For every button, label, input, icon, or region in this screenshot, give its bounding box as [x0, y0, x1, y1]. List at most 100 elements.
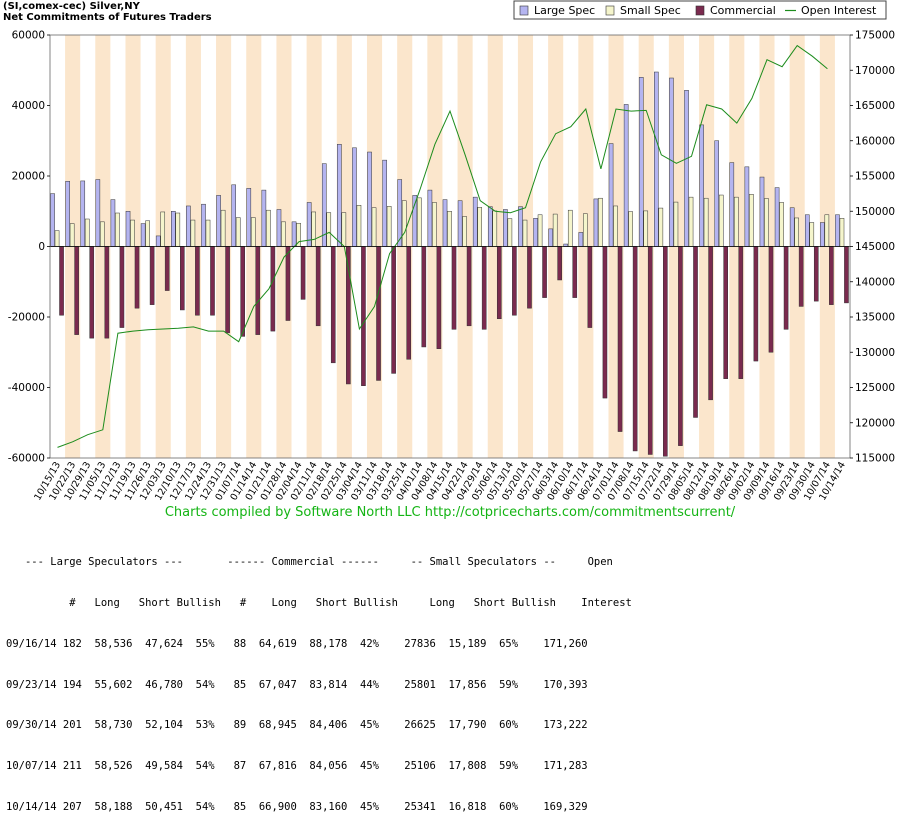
y-tick-label: -40000	[8, 382, 45, 394]
legend-label: Commercial	[710, 4, 776, 17]
y-tick-label: -60000	[8, 453, 45, 465]
commercial-bar	[437, 247, 441, 349]
large-spec-bar	[684, 90, 688, 246]
large-spec-bar	[805, 215, 809, 247]
small-spec-bar	[372, 208, 376, 247]
legend-swatch	[696, 6, 704, 15]
stats-row: 10/07/14 211 58,526 49,584 54% 87 67,816…	[6, 760, 632, 774]
commercial-bar	[210, 247, 214, 316]
small-spec-bar	[342, 213, 346, 247]
small-spec-bar	[432, 202, 436, 246]
small-spec-bar	[176, 213, 180, 246]
y2-tick-label: 170000	[855, 65, 895, 77]
small-spec-bar	[538, 215, 542, 247]
commercial-bar	[361, 247, 365, 386]
large-spec-bar	[201, 204, 205, 246]
large-spec-bar	[51, 194, 55, 247]
small-spec-bar	[387, 206, 391, 246]
commercial-bar	[678, 247, 682, 446]
small-spec-bar	[825, 215, 829, 247]
commercial-bar	[180, 247, 184, 310]
large-spec-bar	[141, 224, 145, 247]
small-spec-bar	[312, 212, 316, 247]
commercial-bar	[633, 247, 637, 451]
large-spec-bar	[775, 188, 779, 247]
small-spec-bar	[659, 208, 663, 246]
large-spec-bar	[458, 201, 462, 247]
small-spec-bar	[840, 218, 844, 246]
large-spec-bar	[534, 218, 538, 246]
stats-row: 09/16/14 182 58,536 47,624 55% 88 64,619…	[6, 638, 632, 652]
small-spec-bar	[674, 202, 678, 246]
large-spec-bar	[669, 78, 673, 246]
small-spec-bar	[115, 213, 119, 246]
large-spec-bar	[639, 77, 643, 246]
small-spec-bar	[130, 220, 134, 246]
legend-label: Large Spec	[534, 4, 595, 17]
small-spec-bar	[780, 202, 784, 246]
stats-row: 10/14/14 207 58,188 50,451 54% 85 66,900…	[6, 801, 632, 815]
commercial-bar	[226, 247, 230, 333]
large-spec-bar	[594, 199, 598, 247]
large-spec-bar	[367, 152, 371, 246]
commercial-bar	[829, 247, 833, 305]
large-spec-bar	[700, 125, 704, 247]
commercial-bar	[799, 247, 803, 307]
commercial-bar	[301, 247, 305, 300]
commercial-bar	[527, 247, 531, 309]
small-spec-bar	[764, 199, 768, 247]
y2-tick-label: 115000	[855, 453, 895, 465]
stats-table: --- Large Speculators --- ------ Commerc…	[6, 529, 632, 828]
small-spec-bar	[191, 220, 195, 246]
commercial-bar	[165, 247, 169, 291]
small-spec-bar	[749, 194, 753, 246]
large-spec-bar	[443, 200, 447, 247]
small-spec-bar	[493, 211, 497, 247]
commercial-bar	[573, 247, 577, 298]
commercial-bar	[135, 247, 139, 309]
commercial-bar	[241, 247, 245, 337]
small-spec-bar	[810, 223, 814, 247]
small-spec-bar	[266, 210, 270, 246]
large-spec-bar	[579, 232, 583, 246]
commercial-bar	[376, 247, 380, 381]
large-spec-bar	[549, 229, 553, 247]
small-spec-bar	[689, 197, 693, 246]
small-spec-bar	[236, 218, 240, 247]
commercial-bar	[693, 247, 697, 418]
small-spec-bar	[734, 197, 738, 246]
commercial-bar	[814, 247, 818, 302]
commercial-bar	[588, 247, 592, 328]
small-spec-bar	[644, 211, 648, 247]
large-spec-bar	[654, 72, 658, 246]
y2-tick-label: 130000	[855, 347, 895, 359]
small-spec-bar	[613, 206, 617, 247]
small-spec-bar	[206, 220, 210, 246]
commercial-bar	[467, 247, 471, 326]
small-spec-bar	[281, 222, 285, 247]
large-spec-bar	[247, 188, 251, 246]
large-spec-bar	[383, 160, 387, 246]
commercial-bar	[422, 247, 426, 347]
y2-tick-label: 135000	[855, 312, 895, 324]
commercial-bar	[709, 247, 713, 400]
small-spec-bar	[100, 222, 104, 247]
commercial-bar	[392, 247, 396, 374]
small-spec-bar	[146, 221, 150, 247]
y2-tick-label: 175000	[855, 30, 895, 42]
small-spec-bar	[55, 231, 59, 247]
commercial-bar	[603, 247, 607, 399]
small-spec-bar	[795, 218, 799, 247]
commercial-bar	[558, 247, 562, 280]
commercial-bar	[663, 247, 667, 457]
commercial-bar	[150, 247, 154, 305]
y2-tick-label: 165000	[855, 100, 895, 112]
commercial-bar	[120, 247, 124, 328]
small-spec-bar	[629, 212, 633, 247]
small-spec-bar	[508, 219, 512, 247]
large-spec-bar	[835, 215, 839, 247]
large-spec-bar	[96, 180, 100, 247]
large-spec-bar	[352, 148, 356, 247]
small-spec-bar	[478, 207, 482, 246]
